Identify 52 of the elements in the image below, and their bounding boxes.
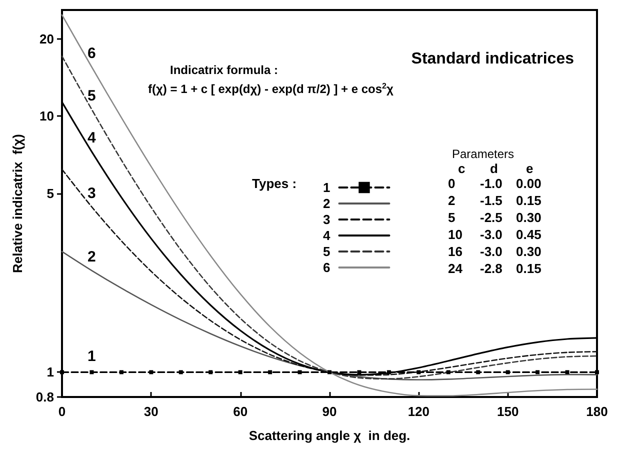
- annotation: 2: [448, 193, 456, 208]
- annotation: c: [458, 161, 466, 176]
- annotation: Parameters: [452, 147, 514, 161]
- y-tick-label: 1: [46, 364, 54, 380]
- annotation: -1.5: [480, 193, 502, 208]
- text: 5: [88, 87, 96, 104]
- legend-label: 5: [322, 244, 330, 259]
- annotation: -1.0: [480, 176, 502, 191]
- legend-label: 4: [322, 228, 331, 243]
- text: 4: [88, 130, 96, 147]
- annotation: 0.30: [516, 210, 542, 225]
- y-tick-label: 0.8: [36, 390, 54, 404]
- annotation: 24: [448, 261, 464, 276]
- legend-label: 1: [322, 180, 330, 195]
- annotation: 0.30: [516, 244, 542, 259]
- annotation: 0.15: [516, 193, 542, 208]
- annotation: -2.8: [480, 261, 502, 276]
- x-tick-label: 60: [233, 404, 248, 419]
- annotation: 16: [448, 244, 462, 259]
- x-tick-label: 90: [322, 404, 337, 419]
- text: Standard indicatrices: [411, 50, 574, 68]
- annotation: -3.0: [480, 227, 502, 242]
- legend-label: 2: [322, 196, 330, 211]
- x-tick-label: 30: [144, 404, 158, 419]
- annotation: d: [490, 161, 498, 176]
- annotation: 5: [448, 210, 456, 225]
- x-tick-label: 150: [496, 404, 519, 419]
- text: 3: [88, 184, 96, 202]
- annotation: 0.00: [516, 176, 542, 191]
- x-tick-label: 120: [408, 404, 430, 419]
- annotation: -3.0: [480, 244, 502, 259]
- legend-label: 6: [322, 260, 330, 275]
- line-series: [61, 14, 598, 396]
- x-tick-label: 0: [58, 404, 66, 419]
- annotation: Indicatrix formula :: [170, 63, 278, 77]
- text: 2: [88, 248, 96, 266]
- y-tick-label: 5: [46, 186, 54, 201]
- text: 6: [88, 45, 96, 62]
- x-axis-title: Scattering angle χ in deg.: [248, 428, 410, 443]
- legend-label: 3: [322, 212, 330, 227]
- annotation: -2.5: [480, 210, 502, 225]
- y-axis-title: Relative indicatrix f(χ): [10, 134, 25, 273]
- annotation: 0.45: [516, 227, 542, 242]
- annotation: e: [526, 161, 534, 176]
- y-tick-label: 20: [40, 32, 54, 47]
- text: 1: [88, 348, 96, 366]
- annotation: 0.15: [516, 261, 542, 276]
- y-tick-label: 10: [40, 108, 54, 124]
- annotation: Types :: [252, 176, 297, 191]
- annotation: 0: [448, 176, 456, 191]
- annotation: 10: [448, 227, 462, 242]
- x-tick-label: 180: [586, 404, 608, 419]
